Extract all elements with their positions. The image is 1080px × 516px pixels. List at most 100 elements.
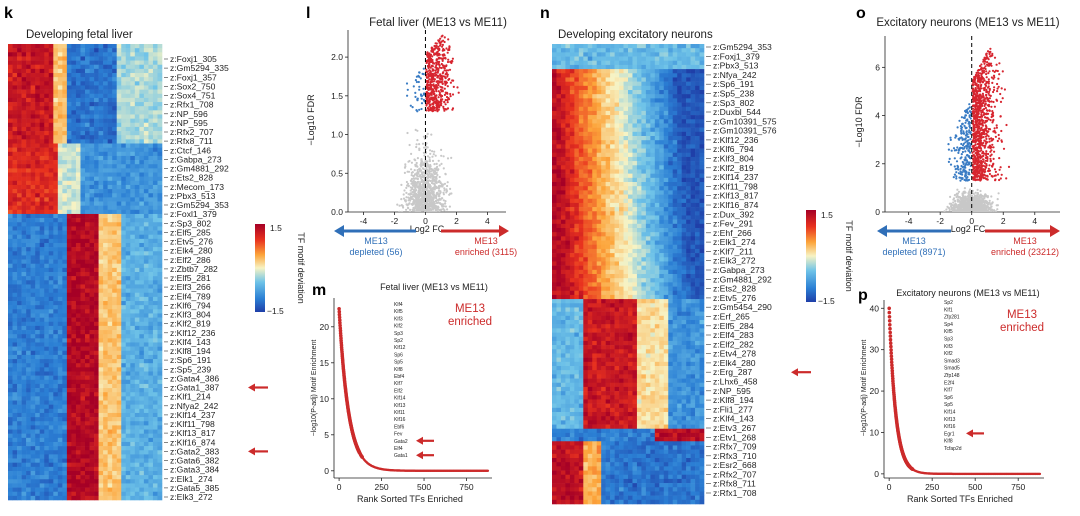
heatmap-cell [85, 441, 90, 447]
heatmap-cell [152, 288, 158, 294]
heatmap-cell [57, 454, 63, 459]
heatmap-cell [152, 68, 158, 74]
heatmap-cell [139, 102, 145, 107]
heatmap-cell [8, 147, 13, 153]
heatmap-cell [157, 412, 163, 418]
heatmap-cell [71, 363, 77, 368]
heatmap-cell [125, 317, 131, 323]
volcano-point-ns [415, 197, 418, 200]
heatmap-cell [66, 242, 72, 248]
heatmap-cell [35, 276, 41, 281]
volcano-point-enriched [452, 85, 455, 88]
heatmap-cell [44, 284, 50, 289]
heatmap-cell [143, 193, 149, 198]
heatmap-cell [152, 487, 158, 493]
heatmap-cell [17, 284, 22, 289]
heatmap-cell [152, 172, 158, 177]
heatmap-cell [39, 64, 45, 70]
heatmap-cell [66, 458, 72, 463]
heatmap-cell [62, 52, 68, 57]
heatmap-cell [66, 429, 72, 434]
heatmap-cell [53, 408, 59, 414]
heatmap-cell [44, 479, 50, 484]
heatmap-cell [143, 242, 149, 248]
volcano-point-enriched [425, 61, 428, 64]
heatmap-cell [112, 313, 118, 318]
heatmap-cell [89, 367, 95, 372]
heatmap-cell [75, 313, 81, 318]
heatmap-cell [44, 313, 50, 318]
heatmap-cell [8, 276, 13, 281]
heatmap-cell [12, 102, 18, 107]
heatmap-cell [121, 247, 127, 252]
heatmap-cell [94, 359, 99, 364]
heatmap-cell [134, 234, 140, 240]
heatmap-cell [53, 226, 59, 231]
heatmap-cell [35, 288, 41, 294]
heatmap-cell [35, 421, 41, 426]
volcano-point-ns [417, 197, 420, 201]
heatmap-cell [44, 363, 50, 368]
volcano-point-ns [443, 187, 446, 190]
heatmap-cell [107, 475, 113, 480]
heatmap-cell [94, 189, 99, 194]
heatmap-cell [112, 267, 118, 273]
heatmap-cell [44, 454, 50, 459]
heatmap-cell [134, 495, 140, 501]
heatmap-cell [66, 126, 72, 132]
heatmap-cell [39, 131, 45, 136]
heatmap-cell [57, 85, 63, 90]
heatmap-cell [107, 296, 113, 302]
heatmap-cell [157, 126, 163, 132]
heatmap-cell [12, 255, 18, 260]
heatmap-cell [26, 64, 31, 70]
heatmap-cell [35, 441, 41, 447]
heatmap-cell [157, 222, 163, 227]
heatmap-cell [148, 259, 154, 265]
heatmap-cell [57, 338, 63, 343]
heatmap-cell [48, 462, 54, 468]
heatmap-cell [80, 160, 86, 165]
volcano-point-ns [400, 198, 403, 201]
heatmap-cell [98, 180, 104, 186]
heatmap-cell [98, 222, 104, 227]
heatmap-cell [130, 189, 136, 194]
heatmap-cell [48, 263, 54, 269]
heatmap-cell [121, 495, 127, 501]
heatmap-cell [89, 143, 95, 148]
heatmap-cell [39, 172, 45, 177]
heatmap-cell [89, 338, 95, 343]
heatmap-cell [71, 64, 77, 70]
heatmap-cell [107, 280, 113, 285]
volcano-point-ns [431, 193, 435, 196]
heatmap-cell [112, 487, 118, 493]
heatmap-cell [139, 201, 145, 206]
heatmap-cell [85, 73, 90, 78]
heatmap-cell [8, 272, 13, 277]
heatmap-cell [8, 151, 13, 157]
volcano-point-enriched [433, 44, 436, 48]
heatmap-cell [71, 309, 77, 314]
heatmap-cell [107, 193, 113, 198]
heatmap-cell [30, 408, 36, 414]
heatmap-cell [103, 131, 108, 136]
heatmap-cell [143, 487, 149, 493]
heatmap-cell [21, 201, 27, 206]
heatmap-cell [98, 89, 104, 95]
heatmap-cell [35, 334, 41, 339]
heatmap-cell [134, 388, 140, 393]
heatmap-cell [130, 64, 136, 70]
heatmap-cell [75, 48, 81, 53]
heatmap-cell [26, 44, 31, 49]
volcano-point-ns [436, 165, 439, 168]
heatmap-cell [26, 247, 31, 252]
heatmap-cell [157, 334, 163, 339]
heatmap-cell [17, 280, 22, 285]
heatmap-cell [148, 359, 154, 364]
heatmap-cell [103, 102, 108, 107]
heatmap-cell [98, 412, 104, 418]
heatmap-cell [35, 222, 41, 227]
heatmap-cell [103, 110, 108, 115]
heatmap-cell [71, 139, 77, 144]
heatmap-cell [112, 230, 118, 235]
